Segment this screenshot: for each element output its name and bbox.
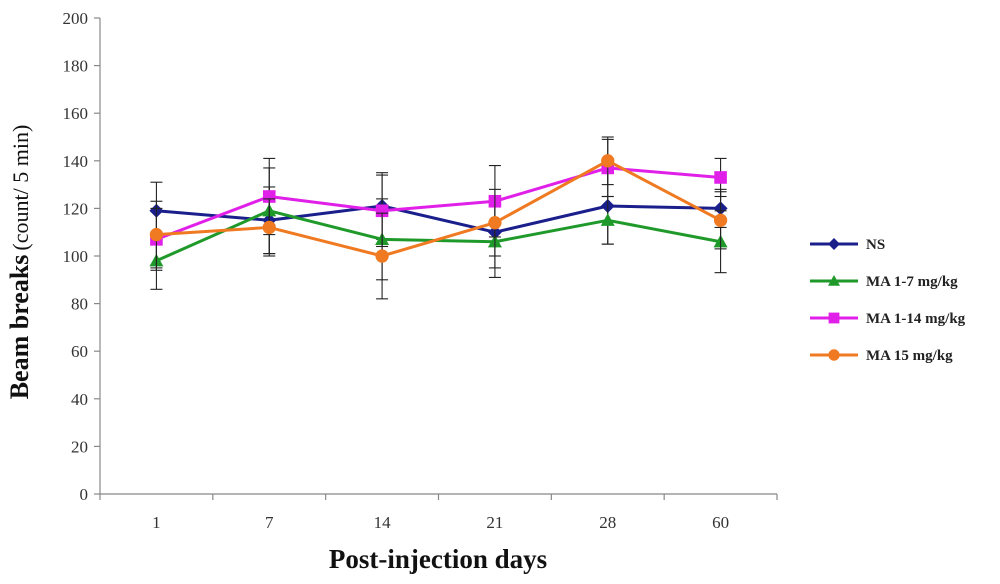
legend-item: NS <box>810 237 885 253</box>
legend-swatch-marker <box>828 349 840 361</box>
data-point <box>600 213 615 226</box>
x-tick-label: 7 <box>265 513 274 532</box>
y-tick-label: 200 <box>63 9 89 28</box>
y-axis-title-main: Beam breaks <box>5 255 34 400</box>
x-tick-label: 21 <box>486 513 503 532</box>
legend-label: MA 1-14 mg/kg <box>866 311 966 327</box>
data-point <box>601 154 615 168</box>
legend-item: MA 15 mg/kg <box>810 348 953 364</box>
x-axis-title: Post-injection days <box>329 544 547 574</box>
legend-swatch-marker <box>828 312 840 324</box>
plot-area: 0 20 40 60 80 100 120 140 160 180 200 1 7 14 21 28 60 <box>63 9 778 532</box>
data-point <box>714 171 727 184</box>
y-axis-title: Beam breaks (count/ 5 min) <box>5 125 34 400</box>
legend-swatch-marker <box>828 238 840 250</box>
data-point <box>149 227 164 242</box>
y-tick-label: 160 <box>63 104 89 123</box>
x-tick-label: 28 <box>599 513 616 532</box>
series-ns <box>149 167 728 269</box>
y-tick-label: 120 <box>63 199 89 218</box>
x-tick-label: 1 <box>152 513 161 532</box>
svg-text:Beam breaks (count/ 5 mi: Beam breaks (count/ 5 min) <box>5 125 34 400</box>
legend-item: MA 1-7 mg/kg <box>810 274 958 290</box>
data-point <box>713 213 728 227</box>
y-axis-title-unit: (count/ 5 min) <box>8 125 33 251</box>
data-point <box>375 249 389 263</box>
series-ma-15-mg-kg <box>149 136 728 300</box>
data-point <box>375 204 389 218</box>
y-tick-label: 40 <box>71 390 88 409</box>
data-point <box>488 216 502 230</box>
y-tick-label: 0 <box>80 485 89 504</box>
data-point <box>262 220 276 235</box>
y-tick-label: 100 <box>63 247 89 266</box>
series-line <box>156 159 722 258</box>
legend-swatch-marker <box>828 275 840 286</box>
series-ma-1-14-mg-kg <box>150 138 727 271</box>
legend-label: MA 15 mg/kg <box>866 348 953 364</box>
y-tick-label: 20 <box>71 437 88 456</box>
legend-label: NS <box>866 237 885 253</box>
data-point <box>262 190 276 203</box>
legend-item: MA 1-14 mg/kg <box>810 311 966 327</box>
legend: NS MA 1-7 mg/kg MA 1-14 mg/kg MA 15 mg/kg <box>810 237 966 364</box>
y-tick-label: 140 <box>63 152 89 171</box>
legend-label: MA 1-7 mg/kg <box>866 274 958 290</box>
x-tick-label: 60 <box>712 513 729 532</box>
y-tick-label: 180 <box>63 57 89 76</box>
x-tick-label: 14 <box>374 513 392 532</box>
y-tick-label: 80 <box>71 295 88 314</box>
y-tick-label: 60 <box>71 342 88 361</box>
